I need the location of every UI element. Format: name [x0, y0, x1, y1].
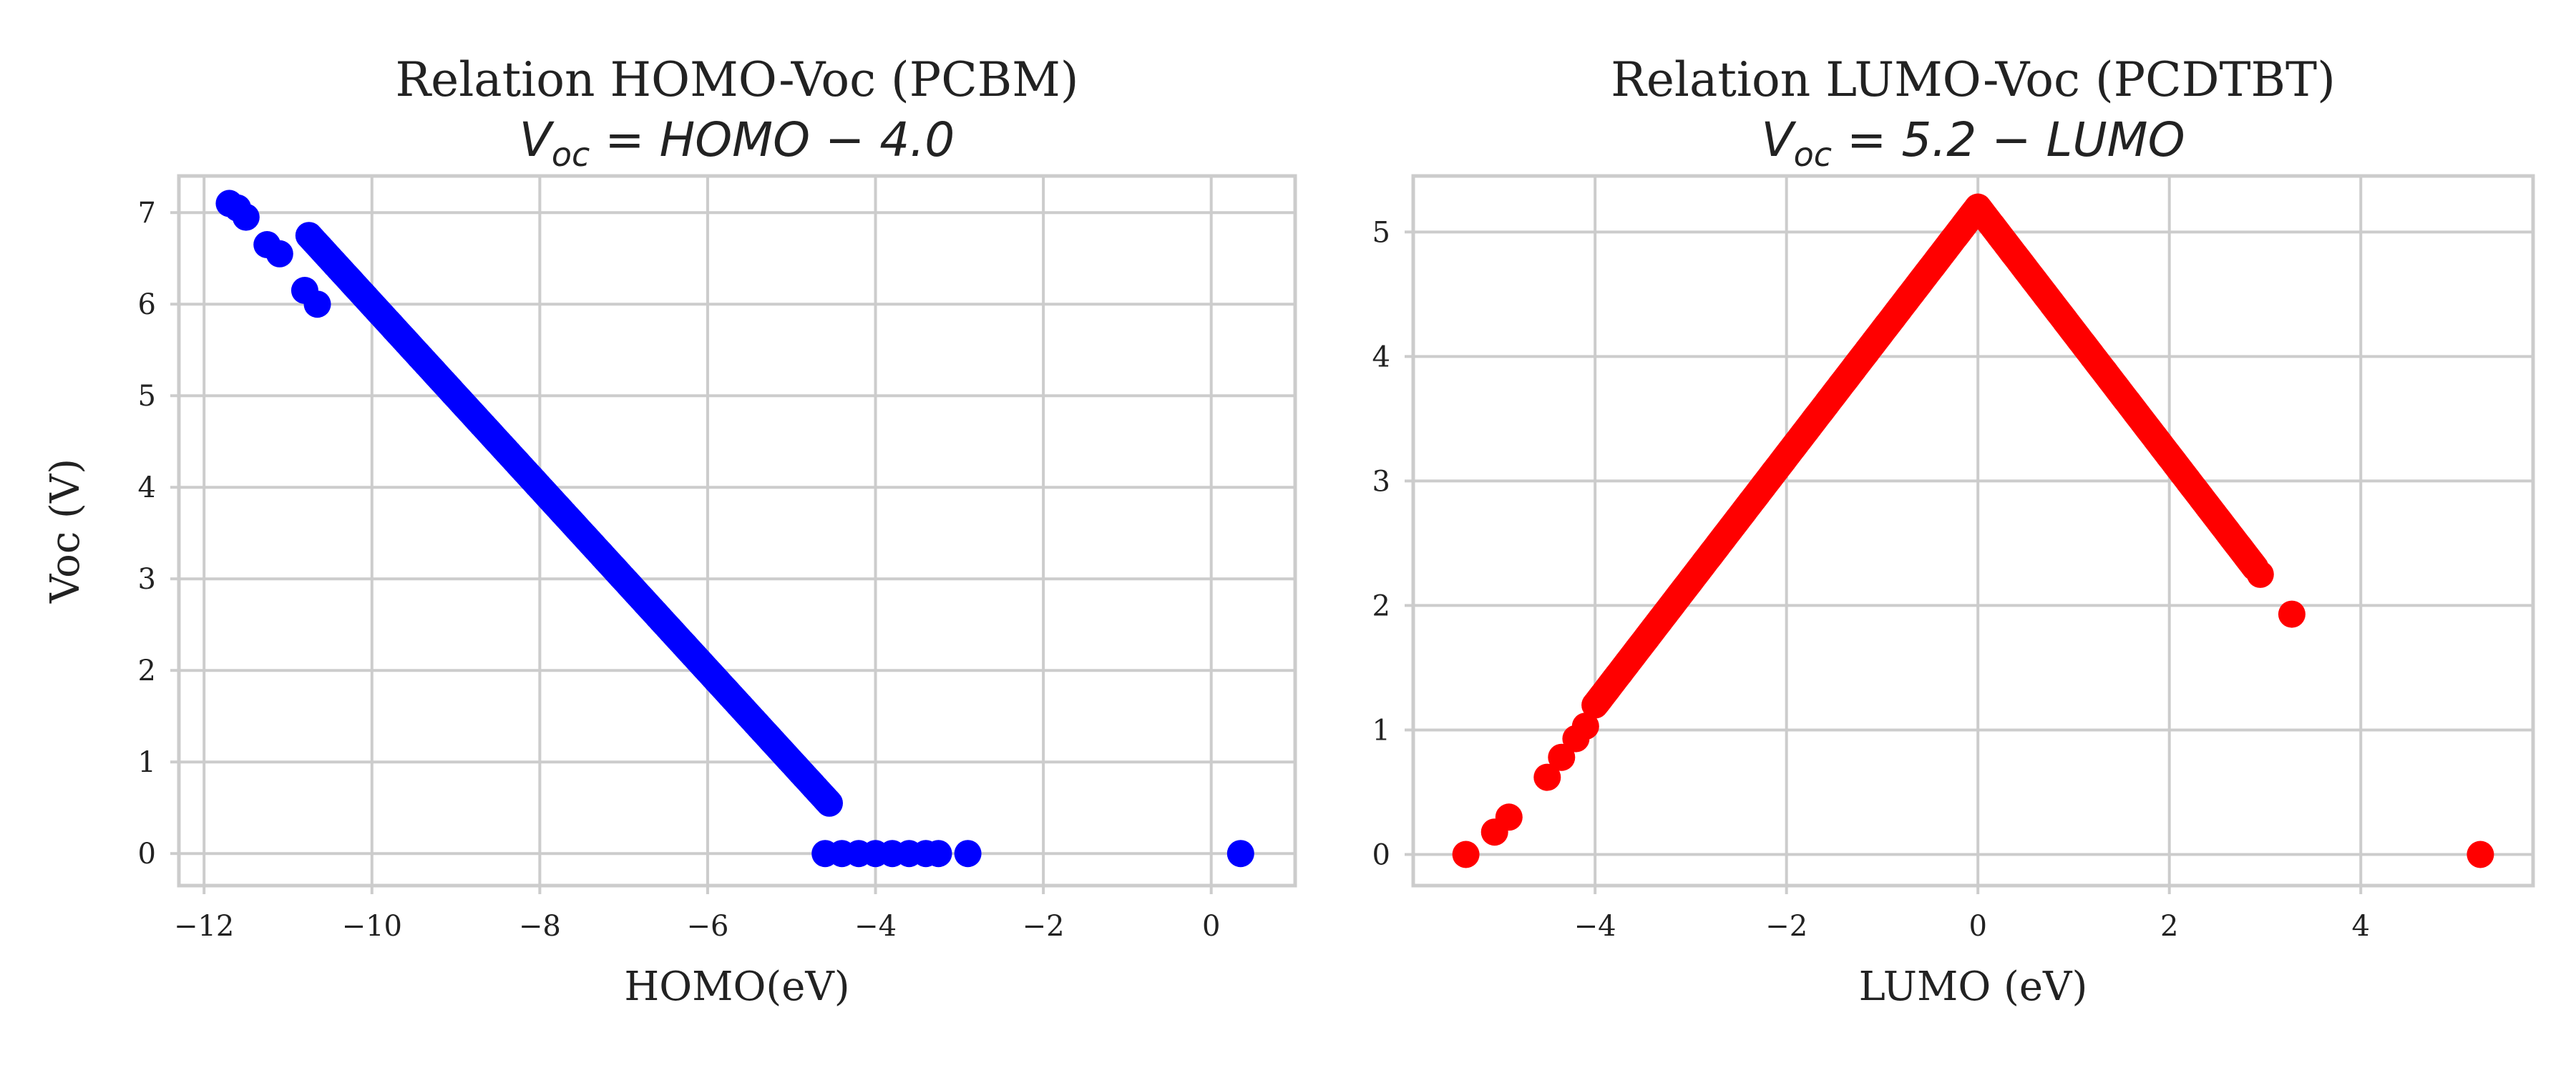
x-tick-label: −12 [174, 910, 234, 943]
gridlines [1413, 176, 2533, 886]
data-point [303, 290, 331, 318]
chart-title: Relation LUMO-Voc (PCDTBT) [1611, 52, 2336, 107]
data-point [265, 240, 293, 268]
tick-marks [170, 211, 1213, 894]
plot-frame [177, 174, 1297, 888]
data-point [1533, 763, 1561, 791]
y-tick-label: 6 [138, 288, 156, 321]
x-tick-label: −4 [854, 910, 897, 943]
data-point [2278, 600, 2306, 628]
data-point [924, 840, 952, 868]
y-tick-label: 1 [1372, 714, 1390, 747]
y-tick-label: 1 [138, 746, 156, 779]
data-series [1452, 193, 2494, 868]
y-tick-label: 2 [138, 655, 156, 687]
y-tick-label: 4 [138, 471, 156, 504]
x-axis-label: LUMO (eV) [1859, 964, 2088, 1010]
x-tick-label: −4 [1574, 910, 1616, 943]
x-tick-label: 0 [1202, 910, 1220, 943]
data-point [816, 789, 843, 817]
gridlines [179, 176, 1295, 886]
data-point [1571, 712, 1599, 740]
homo-voc-panel: −12 −10 −8 −6 −4 −2 0 0 1 2 3 4 5 6 7 HOMO(eV) Voc (V) Re… [42, 52, 1297, 1010]
y-tick-label: 0 [1372, 838, 1390, 871]
lumo-voc-panel: −4 −2 0 2 4 0 1 2 3 4 5 LUMO (eV) Relation LUMO-Voc … [1372, 52, 2535, 1010]
x-tick-label: −10 [342, 910, 402, 943]
y-tick-label: 4 [1372, 340, 1390, 373]
x-tick-label: 0 [1968, 910, 1986, 943]
y-tick-label: 5 [1372, 216, 1390, 249]
y-tick-label: 3 [138, 563, 156, 596]
data-point [1452, 841, 1480, 868]
y-tick-label: 2 [1372, 589, 1390, 622]
data-point [1548, 743, 1576, 771]
x-tick-label: −2 [1765, 910, 1807, 943]
chart-formula: Voc = HOMO − 4.0 [519, 112, 955, 174]
x-tick-label: −6 [686, 910, 728, 943]
x-tick-label: −2 [1023, 910, 1065, 943]
y-tick-label: 7 [138, 197, 156, 230]
data-point [2467, 841, 2494, 868]
x-tick-label: 2 [2160, 910, 2178, 943]
x-tick-label: −8 [519, 910, 561, 943]
x-axis-label: HOMO(eV) [624, 964, 849, 1010]
y-axis-label: Voc (V) [42, 459, 89, 604]
x-tick-label: 4 [2352, 910, 2370, 943]
y-tick-label: 0 [138, 838, 156, 871]
data-point [2246, 560, 2274, 588]
data-point [1495, 803, 1523, 831]
plot-frame [1411, 174, 2535, 888]
data-point [232, 203, 260, 231]
data-point [954, 840, 982, 868]
y-tick-label: 3 [1372, 465, 1390, 498]
data-point [1226, 840, 1254, 868]
y-tick-label: 5 [138, 380, 156, 413]
data-series [215, 190, 1254, 868]
chart-title: Relation HOMO-Voc (PCBM) [395, 52, 1078, 107]
chart-formula: Voc = 5.2 − LUMO [1761, 112, 2185, 174]
